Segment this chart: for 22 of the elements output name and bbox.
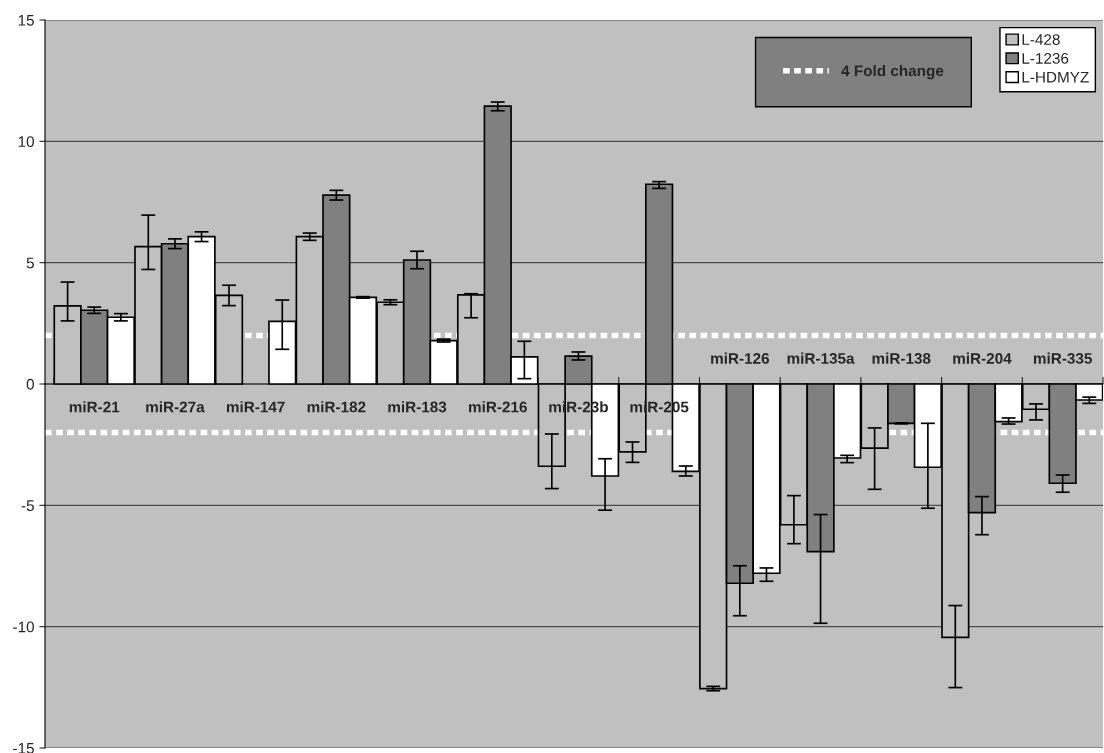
x-tick-label: miR-182 [307, 401, 366, 413]
x-tick-label: miR-135a [787, 352, 855, 364]
y-tick-label: 0 [26, 378, 34, 390]
legend-label: L-HDMYZ [1022, 71, 1089, 83]
x-tick-label: miR-204 [953, 352, 1012, 364]
y-tick-label: -15 [13, 743, 34, 753]
x-tick-label: miR-147 [226, 401, 285, 413]
y-tick-label: 5 [26, 257, 34, 269]
x-tick-label: miR-27a [146, 401, 205, 413]
y-tick-label: 15 [18, 15, 34, 26]
legend-label: L-428 [1022, 34, 1060, 45]
y-tick-label: -10 [13, 621, 34, 633]
x-tick-label: miR-216 [469, 401, 527, 413]
x-tick-label: miR-138 [872, 352, 931, 364]
legend-label: L-1236 [1022, 52, 1069, 64]
x-tick-label: miR-21 [69, 401, 120, 413]
y-tick-label: -5 [21, 500, 34, 512]
x-tick-label: miR-335 [1033, 352, 1092, 364]
x-tick-label: miR-183 [388, 401, 447, 413]
x-tick-label: miR-126 [711, 352, 770, 364]
legend-label: 4 Fold change [841, 64, 944, 80]
y-tick-label: 10 [18, 136, 34, 148]
